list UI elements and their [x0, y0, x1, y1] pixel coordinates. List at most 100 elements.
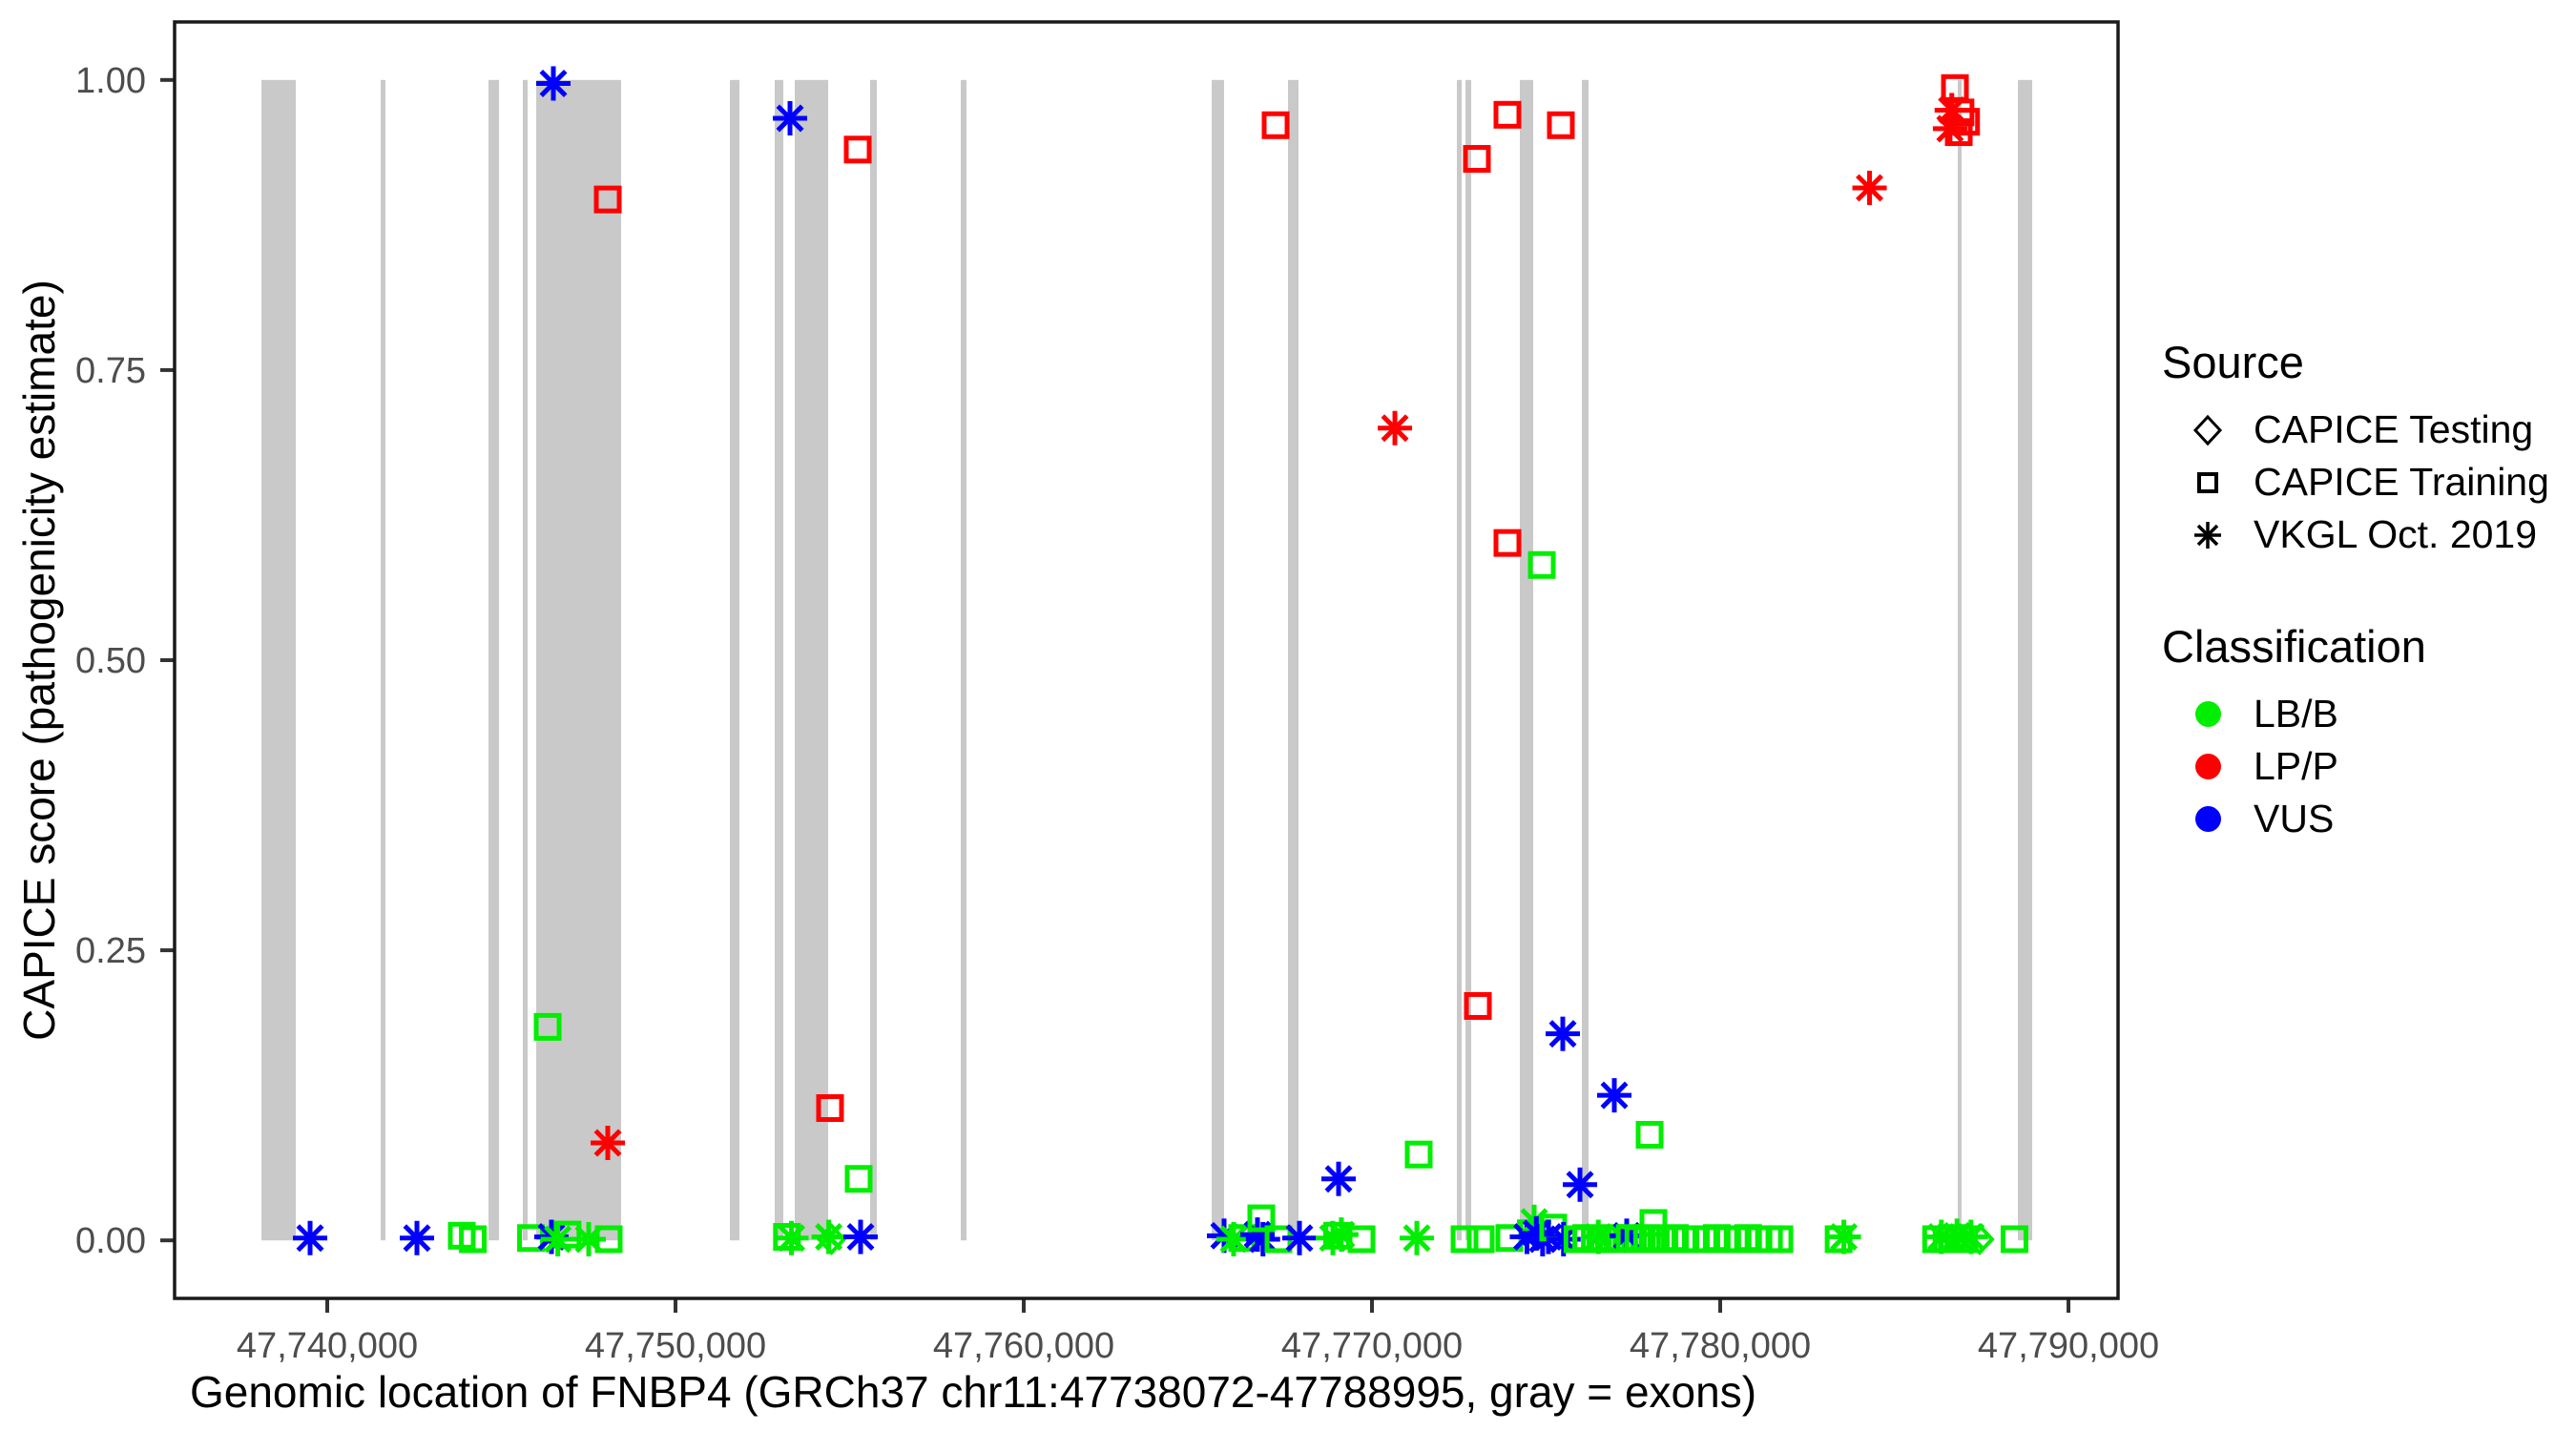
exon-bar [1457, 79, 1463, 1241]
data-point-square [1493, 100, 1522, 129]
lpp-dot-icon [2187, 754, 2229, 779]
legend-item-label: VKGL Oct. 2019 [2254, 512, 2538, 556]
x-tick-label: 47,770,000 [1281, 1326, 1463, 1366]
exon-bar [261, 79, 297, 1241]
y-tick-label: 0.00 [75, 1221, 146, 1261]
x-tick-label: 47,790,000 [1978, 1326, 2159, 1366]
lbb-dot-icon [2187, 701, 2229, 727]
data-point-asterisk [400, 1220, 435, 1255]
data-point-asterisk [843, 1219, 879, 1255]
y-tick-label: 0.25 [75, 931, 146, 971]
exon-bar [1958, 79, 1963, 1241]
legend-item-capice-testing: CAPICE Testing [2162, 404, 2549, 456]
data-point-asterisk [1282, 1220, 1318, 1255]
data-point-square [1463, 145, 1491, 174]
legend-item-label: CAPICE Testing [2254, 407, 2534, 451]
data-point-square [2000, 1225, 2028, 1254]
data-point-square [844, 1165, 873, 1193]
data-point-square [1464, 991, 1492, 1020]
data-point-square [1952, 108, 1981, 136]
data-point-asterisk [1597, 1078, 1632, 1113]
data-point-square [553, 1220, 582, 1249]
asterisk-icon [2187, 518, 2229, 552]
data-point-square [459, 1225, 488, 1254]
x-tick-label: 47,780,000 [1630, 1326, 1811, 1366]
data-point-asterisk [1563, 1167, 1598, 1202]
y-tick-label: 0.50 [75, 641, 146, 681]
exon-bar [1582, 79, 1589, 1241]
legend-item-vkgl: VKGL Oct. 2019 [2162, 508, 2549, 561]
exon-bar [961, 79, 967, 1241]
exon-bar [1465, 79, 1472, 1241]
data-point-square [1466, 1225, 1495, 1254]
exon-bar [870, 79, 878, 1241]
legend-item-lbb: LB/B [2162, 688, 2549, 740]
legend-item-label: VUS [2254, 797, 2335, 840]
data-point-square [1493, 529, 1522, 557]
legend-item-label: CAPICE Training [2254, 460, 2549, 504]
exon-bar [1288, 79, 1299, 1241]
data-point-square [816, 1094, 844, 1123]
data-point-asterisk [1546, 1221, 1581, 1256]
plot-panel-border [173, 20, 2120, 1300]
data-point-asterisk [1546, 1016, 1581, 1051]
exon-bar [381, 79, 386, 1241]
vus-dot-icon [2187, 806, 2229, 832]
data-point-square [533, 1012, 562, 1041]
data-point-square [843, 135, 872, 164]
data-point-asterisk [1378, 410, 1413, 446]
exon-bar [2018, 79, 2033, 1241]
legend-classification-section: Classification LB/B LP/P VUS [2162, 620, 2549, 845]
legend-item-capice-training: CAPICE Training [2162, 456, 2549, 508]
data-point-asterisk [1323, 1217, 1359, 1253]
legend-source-title: Source [2162, 337, 2304, 387]
x-tick-label: 47,760,000 [933, 1326, 1114, 1366]
data-point-square [1547, 111, 1575, 139]
exon-bar [1520, 79, 1534, 1241]
square-icon [2187, 466, 2229, 500]
exon-bar [488, 79, 500, 1241]
data-point-asterisk [591, 1126, 626, 1161]
legend-item-label: LP/P [2254, 744, 2338, 788]
data-point-asterisk [536, 66, 571, 101]
x-tick-label: 47,750,000 [585, 1326, 766, 1366]
y-axis-title: CAPICE score (pathogenicity estimate) [14, 280, 64, 1041]
data-point-square [1347, 1225, 1376, 1254]
data-point-asterisk [774, 1220, 809, 1255]
legend: Source CAPICE Testing CAPICE Training [2162, 336, 2549, 845]
data-point-square [1941, 73, 1969, 102]
data-point-asterisk [293, 1220, 328, 1255]
exon-bar [775, 79, 784, 1241]
diamond-icon [2187, 413, 2229, 447]
data-point-square [593, 185, 622, 214]
exon-bar [1212, 79, 1225, 1241]
data-point-square [1765, 1225, 1794, 1254]
data-point-asterisk [1932, 111, 1967, 146]
legend-item-vus: VUS [2162, 793, 2549, 845]
data-point-square [1404, 1140, 1433, 1169]
data-point-square [1247, 1204, 1276, 1233]
legend-source-section: Source CAPICE Testing CAPICE Training [2162, 336, 2549, 561]
y-tick-label: 0.75 [75, 351, 146, 391]
data-point-asterisk [1852, 170, 1887, 205]
data-point-diamond [816, 1223, 847, 1255]
data-point-square [1635, 1120, 1664, 1149]
data-point-asterisk [773, 100, 808, 135]
legend-item-label: LB/B [2254, 692, 2338, 736]
legend-classification-title: Classification [2162, 621, 2426, 672]
legend-item-lpp: LP/P [2162, 740, 2549, 793]
data-point-square [1450, 1225, 1479, 1254]
x-axis-title: Genomic location of FNBP4 (GRCh37 chr11:… [189, 1367, 1757, 1417]
exon-bar [730, 79, 740, 1241]
data-point-asterisk [1826, 1219, 1861, 1255]
exon-bar [536, 79, 622, 1241]
data-point-asterisk [1321, 1161, 1357, 1196]
exon-bar [523, 79, 529, 1241]
x-tick-label: 47,740,000 [237, 1326, 418, 1366]
data-point-diamond [1964, 1223, 1995, 1255]
data-point-asterisk [1400, 1220, 1435, 1255]
data-point-square [594, 1225, 623, 1254]
exon-bar [795, 79, 829, 1241]
